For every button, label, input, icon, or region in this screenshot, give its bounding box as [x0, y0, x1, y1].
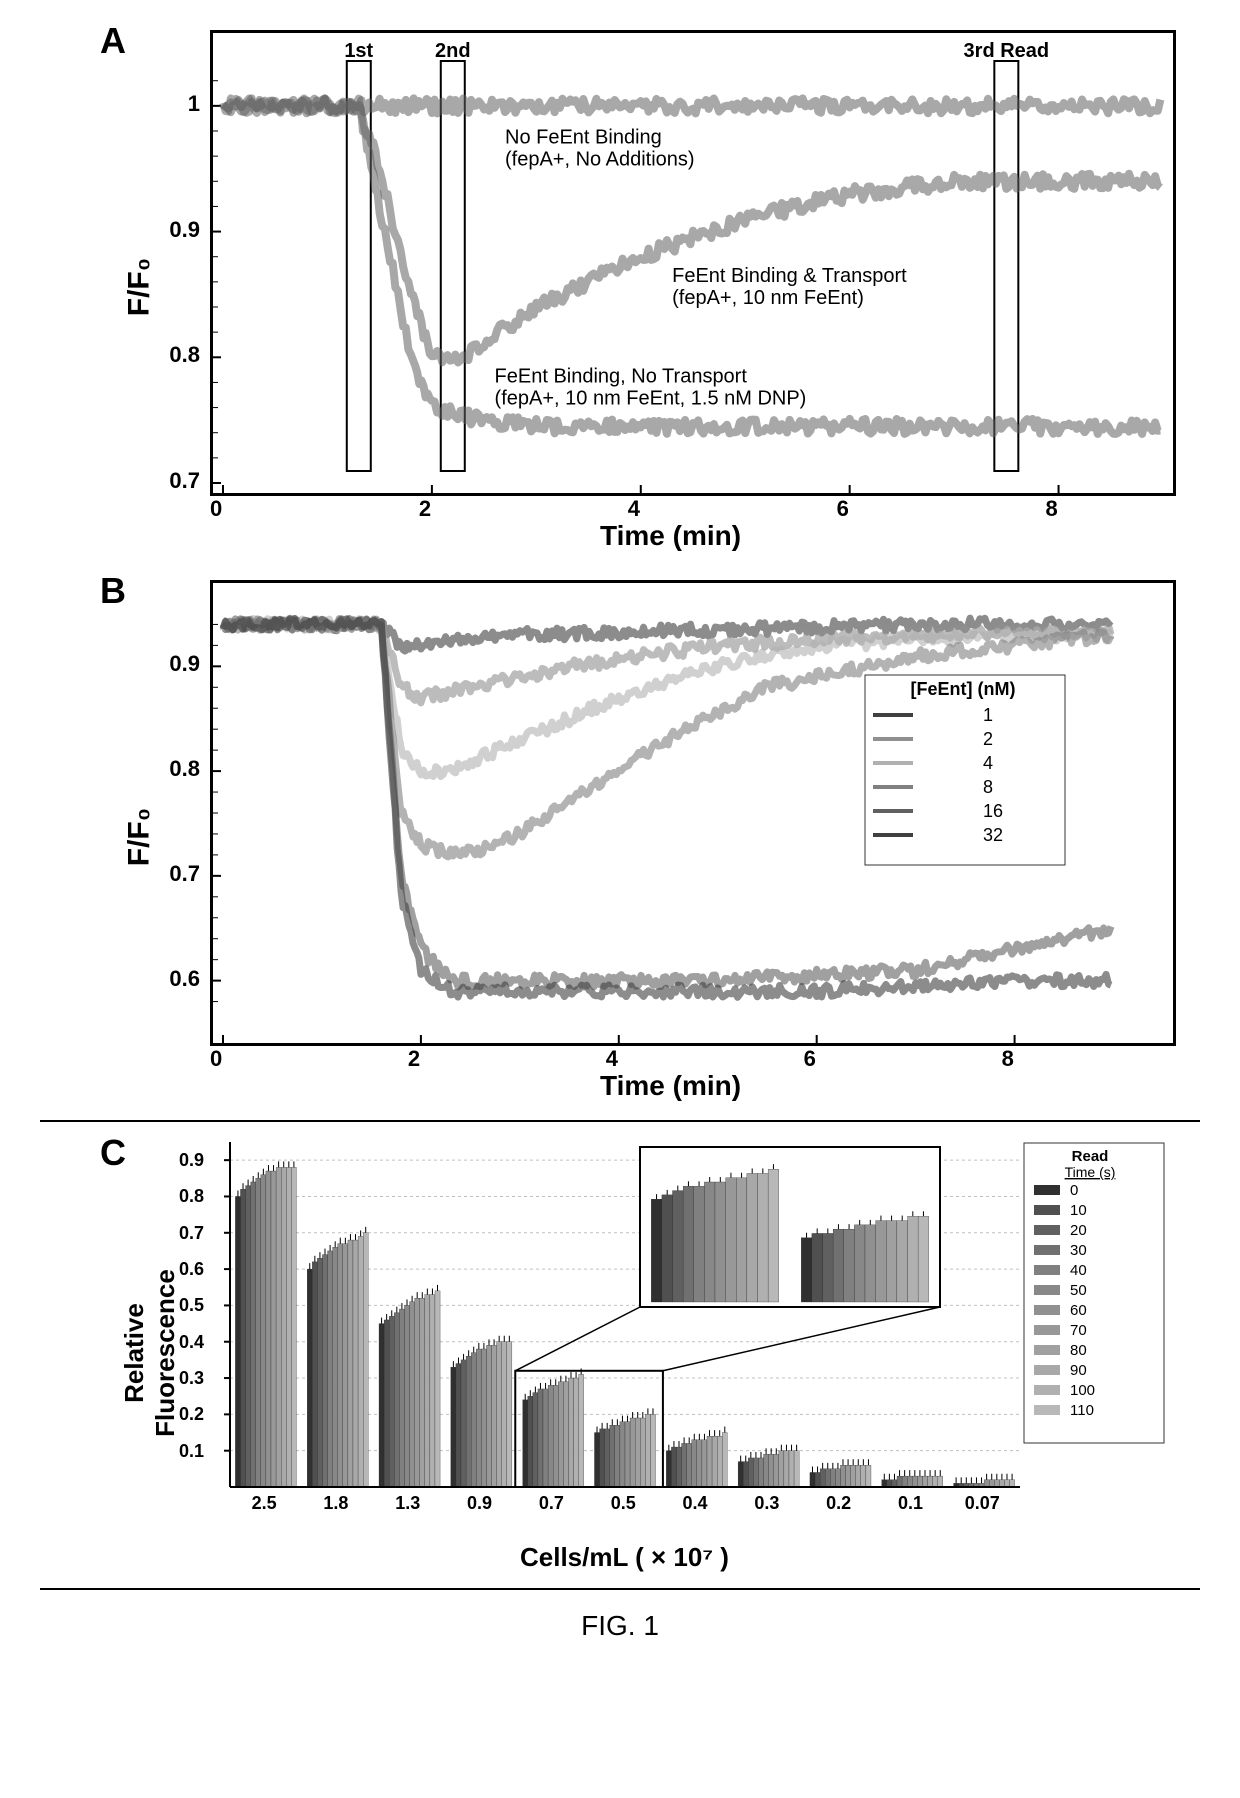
svg-text:8: 8	[983, 777, 993, 797]
svg-text:Read: Read	[1072, 1148, 1109, 1165]
svg-text:0.3: 0.3	[754, 1493, 779, 1513]
panel-a-xlabel: Time (min)	[600, 520, 741, 552]
svg-text:FeEnt Binding & Transport: FeEnt Binding & Transport	[672, 265, 907, 287]
panel-b-svg: [FeEnt] (nM) 1 2 4 8 16 32	[213, 583, 1173, 1043]
panel-a: A F/F₀ 1st2nd3rd ReadNo FeEnt Binding(fe…	[40, 20, 1200, 560]
svg-text:110: 110	[1070, 1402, 1094, 1419]
svg-text:0.5: 0.5	[611, 1493, 636, 1513]
svg-text:10: 10	[1070, 1202, 1087, 1219]
svg-text:1.3: 1.3	[395, 1493, 420, 1513]
svg-text:(fepA+, 10 nm FeEnt, 1.5 nM DN: (fepA+, 10 nm FeEnt, 1.5 nM DNP)	[495, 387, 807, 409]
svg-text:90: 90	[1070, 1362, 1087, 1379]
svg-text:80: 80	[1070, 1342, 1087, 1359]
panel-a-ylabel: F/F₀	[122, 258, 156, 317]
svg-text:2nd: 2nd	[435, 40, 471, 62]
svg-text:(fepA+, No Additions): (fepA+, No Additions)	[505, 149, 695, 171]
svg-text:0.9: 0.9	[467, 1493, 492, 1513]
svg-text:FeEnt Binding, No Transport: FeEnt Binding, No Transport	[495, 365, 748, 387]
figure-1: A F/F₀ 1st2nd3rd ReadNo FeEnt Binding(fe…	[40, 20, 1200, 1642]
svg-text:4: 4	[983, 753, 993, 773]
svg-text:0.07: 0.07	[965, 1493, 1000, 1513]
svg-text:60: 60	[1070, 1302, 1087, 1319]
svg-text:0.7: 0.7	[539, 1493, 564, 1513]
svg-text:20: 20	[1070, 1222, 1087, 1239]
svg-text:40: 40	[1070, 1262, 1087, 1279]
svg-text:70: 70	[1070, 1322, 1087, 1339]
svg-text:Time (s): Time (s)	[1065, 1164, 1116, 1180]
panel-c-chart: 2.5 1.8 1.3 0.9 0.7 0.5 0.4 0.3 0.2 0.1 0.07 ReadTi…	[210, 1137, 1170, 1517]
panel-a-chart: 1st 2nd 3rd Read No FeEnt Binding(fepA+, No…	[210, 30, 1176, 496]
svg-text:0.2: 0.2	[826, 1493, 851, 1513]
svg-text:2.5: 2.5	[252, 1493, 277, 1513]
svg-text:3rd Read: 3rd Read	[964, 40, 1050, 62]
panel-b-ylabel: F/F₀	[122, 808, 156, 867]
panel-b-xlabel: Time (min)	[600, 1070, 741, 1102]
svg-text:1.8: 1.8	[323, 1493, 348, 1513]
svg-text:No FeEnt Binding: No FeEnt Binding	[505, 127, 662, 149]
panel-c: C Relative Fluorescence 2.51.81.30.90.70…	[40, 1120, 1200, 1590]
panel-c-xlabel: Cells/mL ( × 10⁷ )	[520, 1542, 729, 1573]
svg-text:50: 50	[1070, 1282, 1087, 1299]
svg-text:16: 16	[983, 801, 1003, 821]
svg-text:2: 2	[983, 729, 993, 749]
svg-text:30: 30	[1070, 1242, 1087, 1259]
panel-b-chart: [FeEnt] (nM) 1 2 4 8 16 32	[210, 580, 1176, 1046]
svg-text:1: 1	[983, 705, 993, 725]
panel-c-svg: 2.5 1.8 1.3 0.9 0.7 0.5 0.4 0.3 0.2 0.1 0.07 ReadTi…	[210, 1137, 1170, 1517]
svg-text:(fepA+, 10 nm FeEnt): (fepA+, 10 nm FeEnt)	[672, 287, 864, 309]
panel-b: B F/F₀ [FeEnt] (nM)12481632 Time (min) 0…	[40, 570, 1200, 1110]
svg-text:[FeEnt] (nM): [FeEnt] (nM)	[911, 679, 1016, 699]
svg-text:0.4: 0.4	[683, 1493, 708, 1513]
panel-a-svg: 1st 2nd 3rd Read No FeEnt Binding(fepA+, No…	[213, 33, 1173, 493]
panel-b-label: B	[100, 570, 126, 612]
figure-caption: FIG. 1	[40, 1610, 1200, 1642]
svg-text:0.1: 0.1	[898, 1493, 923, 1513]
panel-a-label: A	[100, 20, 126, 62]
svg-text:1st: 1st	[344, 40, 373, 62]
svg-text:32: 32	[983, 825, 1003, 845]
svg-text:0: 0	[1070, 1182, 1078, 1199]
panel-c-label: C	[100, 1132, 126, 1174]
svg-text:100: 100	[1070, 1382, 1095, 1399]
